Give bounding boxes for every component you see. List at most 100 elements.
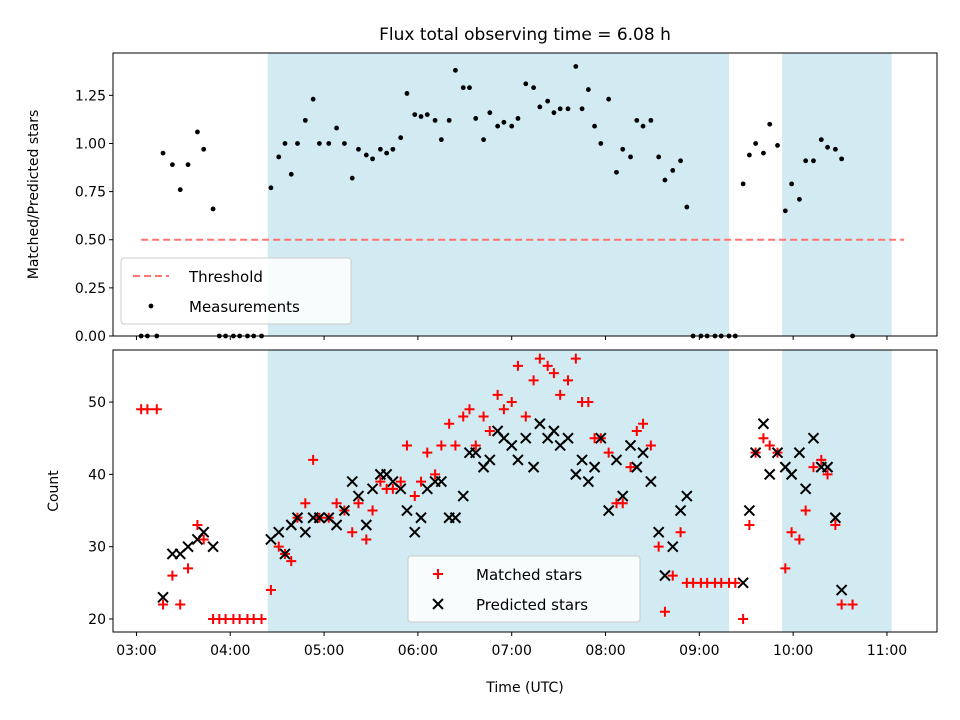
- data-point: [830, 519, 841, 530]
- data-point: [412, 112, 418, 118]
- data-point: [467, 85, 472, 91]
- data-point: [151, 404, 162, 415]
- series-measurements: [138, 64, 855, 339]
- data-point: [310, 96, 316, 102]
- data-point: [763, 468, 776, 481]
- data-point: [670, 168, 676, 173]
- data-point: [562, 432, 574, 444]
- data-point: [478, 411, 489, 422]
- data-point: [286, 556, 297, 567]
- data-point: [422, 447, 433, 458]
- data-point: [527, 461, 540, 473]
- y-axis-label: Matched/Predicted stars: [26, 110, 42, 280]
- data-point: [282, 141, 288, 146]
- data-point: [273, 541, 284, 552]
- data-point: [432, 117, 438, 123]
- data-point: [617, 498, 628, 509]
- x-tick-label: 09:00: [679, 643, 719, 659]
- data-point: [495, 123, 501, 129]
- data-point: [592, 123, 597, 129]
- data-point: [602, 504, 615, 517]
- data-point: [667, 540, 679, 553]
- data-point: [256, 613, 267, 624]
- data-point: [638, 418, 649, 429]
- data-point: [424, 112, 430, 118]
- data-point: [678, 158, 683, 164]
- data-point: [758, 433, 769, 444]
- data-point: [818, 137, 824, 143]
- data-point: [800, 505, 811, 516]
- y-tick-label: 30: [88, 540, 106, 556]
- data-point: [523, 81, 529, 87]
- legend-label: Matched stars: [476, 566, 582, 584]
- data-point: [738, 613, 749, 624]
- data-point: [288, 171, 294, 177]
- data-point: [780, 563, 791, 574]
- data-point: [481, 137, 486, 143]
- data-point: [377, 146, 383, 152]
- data-point: [624, 439, 637, 452]
- data-point: [363, 152, 369, 158]
- data-point: [268, 185, 274, 191]
- data-point: [401, 440, 412, 451]
- data-point: [484, 454, 496, 466]
- data-point: [825, 144, 830, 150]
- data-point: [631, 461, 643, 473]
- data-point: [645, 440, 656, 451]
- data-point: [816, 454, 827, 465]
- data-point: [555, 389, 566, 400]
- data-point: [201, 146, 207, 152]
- top-panel: 0.00 0.25 0.50 0.75 1.00 1.25 Matched/Predicte…: [26, 52, 938, 345]
- data-point: [157, 591, 169, 603]
- data-point: [460, 85, 466, 91]
- data-point: [302, 117, 308, 123]
- y-tick-label: 40: [88, 467, 106, 483]
- data-point: [746, 152, 752, 158]
- chart-title: Flux total observing time = 6.08 h: [379, 25, 671, 45]
- data-point: [444, 418, 455, 429]
- data-point: [401, 504, 413, 517]
- data-point: [192, 519, 203, 530]
- data-point: [326, 141, 332, 146]
- data-point: [628, 154, 633, 160]
- data-point: [740, 181, 746, 187]
- data-point: [803, 158, 809, 164]
- data-point: [534, 418, 546, 430]
- y-tick-label: 50: [88, 395, 106, 411]
- data-point: [832, 146, 838, 152]
- data-point: [464, 404, 475, 415]
- data-point: [570, 468, 582, 481]
- data-point: [675, 527, 686, 538]
- y-tick-label: 0.75: [75, 185, 106, 201]
- data-point: [753, 141, 759, 146]
- data-point: [492, 389, 503, 400]
- data-point: [588, 461, 601, 473]
- data-point: [743, 504, 756, 517]
- data-point: [606, 96, 612, 102]
- data-point: [799, 483, 812, 495]
- data-point: [453, 67, 458, 73]
- x-tick-label: 05:00: [304, 643, 344, 659]
- legend-marker: [432, 598, 444, 610]
- data-point: [603, 447, 614, 458]
- series-predicted-stars: [157, 418, 848, 603]
- data-point: [744, 519, 755, 530]
- data-point: [667, 570, 678, 581]
- x-tick-label: 04:00: [210, 643, 250, 659]
- data-point: [291, 512, 304, 524]
- data-point: [545, 98, 551, 104]
- data-point: [501, 119, 507, 125]
- data-point: [631, 425, 642, 436]
- data-point: [158, 599, 169, 610]
- data-point: [185, 162, 191, 168]
- data-point: [210, 206, 216, 212]
- data-point: [279, 548, 291, 560]
- data-point: [811, 158, 816, 164]
- data-point: [634, 117, 640, 123]
- data-point: [637, 446, 649, 459]
- data-point: [764, 440, 775, 451]
- legend-box: [120, 257, 352, 325]
- data-point: [197, 526, 210, 538]
- data-point: [771, 446, 784, 459]
- data-point: [484, 425, 495, 436]
